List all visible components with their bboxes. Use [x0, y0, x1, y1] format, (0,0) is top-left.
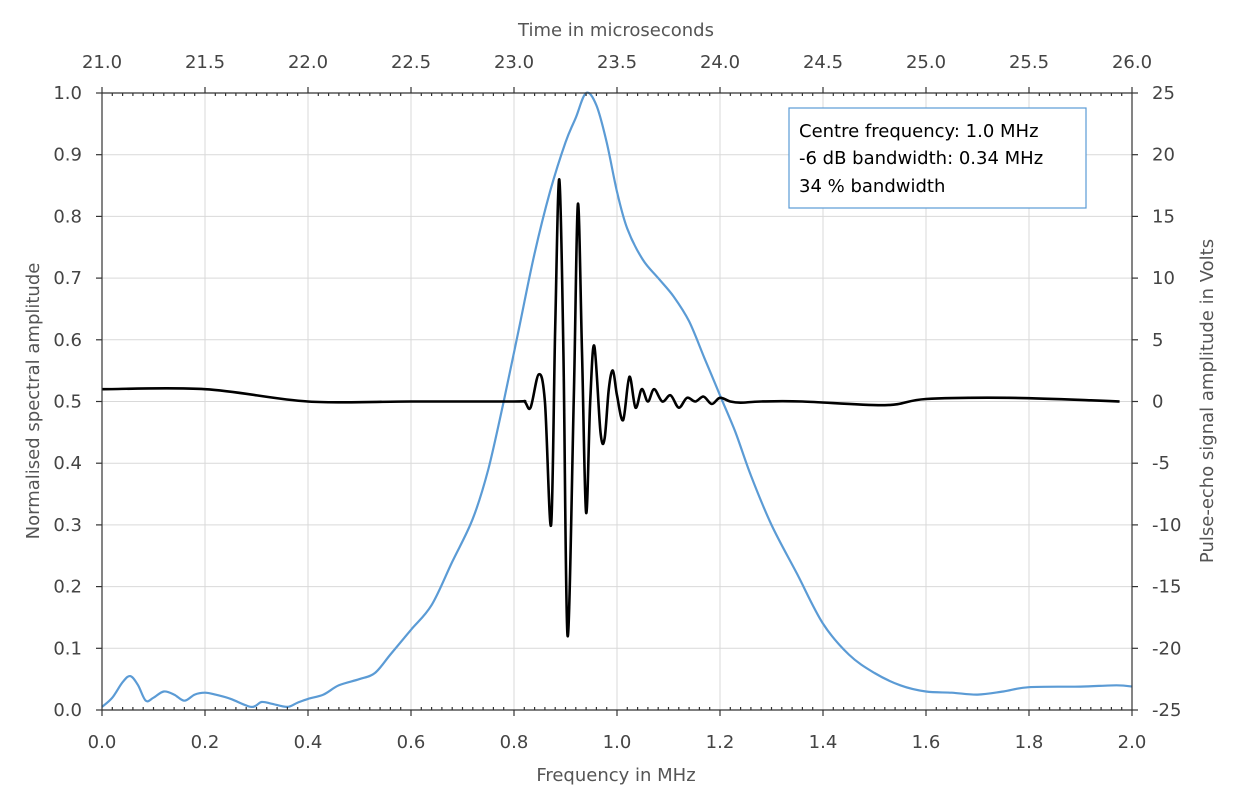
left-tick-label: 0.4 [53, 453, 82, 474]
left-axis-title: Normalised spectral amplitude [23, 263, 44, 540]
right-tick-label: 20 [1152, 145, 1175, 166]
left-tick-label: 0.8 [53, 206, 82, 227]
bottom-tick-label: 1.0 [603, 732, 632, 753]
annotation-box: Centre frequency: 1.0 MHz -6 dB bandwidt… [788, 107, 1087, 209]
right-tick-label: -20 [1152, 638, 1181, 659]
left-tick-label: 0.5 [53, 392, 82, 413]
left-tick-label: 0.9 [53, 145, 82, 166]
bottom-tick-label: 1.2 [706, 732, 735, 753]
right-tick-label: 15 [1152, 206, 1175, 227]
top-tick-label: 25.5 [1009, 52, 1049, 73]
right-tick-label: 5 [1152, 330, 1163, 351]
top-tick-label: 21.5 [185, 52, 225, 73]
left-tick-label: 0.6 [53, 330, 82, 351]
annotation-frame [788, 107, 1087, 209]
right-tick-label: -5 [1152, 453, 1170, 474]
right-tick-label: -10 [1152, 515, 1181, 536]
bottom-tick-label: 0.6 [397, 732, 426, 753]
bottom-tick-label: 1.8 [1015, 732, 1044, 753]
bottom-tick-label: 2.0 [1118, 732, 1147, 753]
bottom-tick-label: 0.2 [191, 732, 220, 753]
left-tick-label: 0.1 [53, 638, 82, 659]
right-axis-title: Pulse-echo signal amplitude in Volts [1197, 239, 1218, 563]
right-tick-label: 25 [1152, 83, 1175, 104]
bottom-tick-label: 1.4 [809, 732, 838, 753]
top-tick-label: 22.0 [288, 52, 328, 73]
bottom-tick-label: 0.8 [500, 732, 529, 753]
top-tick-label: 23.0 [494, 52, 534, 73]
top-tick-label: 26.0 [1112, 52, 1152, 73]
spectrum-line [101, 91, 1133, 709]
pulse-echo-line [101, 178, 1120, 638]
left-tick-label: 0.0 [53, 700, 82, 721]
top-tick-label: 25.0 [906, 52, 946, 73]
top-tick-label: 22.5 [391, 52, 431, 73]
right-tick-label: -15 [1152, 577, 1181, 598]
bottom-tick-label: 1.6 [912, 732, 941, 753]
bottom-tick-label: 0.4 [294, 732, 323, 753]
top-tick-label: 21.0 [82, 52, 122, 73]
left-tick-label: 0.3 [53, 515, 82, 536]
right-tick-label: 0 [1152, 392, 1163, 413]
bottom-axis-title: Frequency in MHz [536, 765, 695, 786]
axes-layer [96, 87, 1138, 716]
left-tick-label: 1.0 [53, 83, 82, 104]
left-tick-label: 0.2 [53, 577, 82, 598]
right-tick-label: -25 [1152, 700, 1181, 721]
top-tick-label: 24.0 [700, 52, 740, 73]
top-tick-label: 24.5 [803, 52, 843, 73]
series-layer [101, 91, 1133, 709]
left-tick-label: 0.7 [53, 268, 82, 289]
top-tick-label: 23.5 [597, 52, 637, 73]
ticks-layer: 0.0 0.2 0.4 0.6 0.8 1.0 1.2 1.4 1.6 1.8 2.0 21.0 21.… [53, 52, 1181, 753]
annotation-line-3: 34 % bandwidth [799, 176, 945, 197]
top-axis-title: Time in microseconds [517, 20, 714, 41]
annotation-line-1: Centre frequency: 1.0 MHz [799, 121, 1039, 142]
bottom-tick-label: 0.0 [88, 732, 117, 753]
right-tick-label: 10 [1152, 268, 1175, 289]
annotation-line-2: -6 dB bandwidth: 0.34 MHz [799, 148, 1043, 169]
